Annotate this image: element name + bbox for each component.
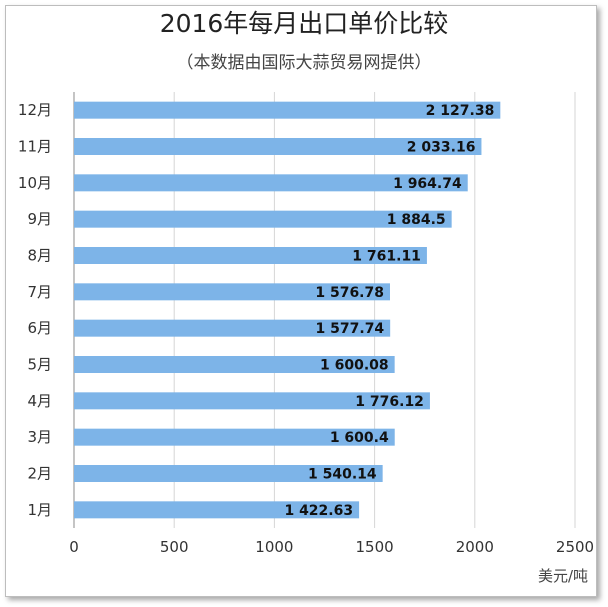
bar xyxy=(74,174,468,192)
bar xyxy=(74,465,383,482)
category-label: 2月 xyxy=(27,465,52,483)
bar xyxy=(74,428,395,446)
bar xyxy=(74,247,427,264)
category-label: 3月 xyxy=(27,428,52,446)
value-label: 1 964.74 xyxy=(393,176,462,192)
value-label: 1 577.74 xyxy=(316,321,385,337)
chart-title: 2016年每月出口单价比较 xyxy=(159,9,449,38)
bar xyxy=(74,210,452,228)
value-label: 1 761.11 xyxy=(352,249,421,265)
x-tick-label: 500 xyxy=(160,538,189,556)
value-label: 1 600.08 xyxy=(320,358,389,374)
value-label: 1 540.14 xyxy=(308,467,377,483)
category-label: 11月 xyxy=(18,138,52,156)
bar xyxy=(74,319,391,337)
category-label: 5月 xyxy=(27,356,52,374)
value-label: 1 422.63 xyxy=(284,503,353,519)
x-tick-label: 2500 xyxy=(556,538,594,556)
bar xyxy=(74,356,395,373)
category-label: 12月 xyxy=(18,101,52,119)
category-label: 10月 xyxy=(18,174,52,192)
x-tick-label: 1500 xyxy=(356,538,394,556)
value-label: 2 127.38 xyxy=(426,103,495,119)
x-tick-label: 1000 xyxy=(255,538,293,556)
value-label: 1 576.78 xyxy=(315,285,384,301)
bar xyxy=(74,283,390,301)
x-tick-label: 0 xyxy=(69,538,79,556)
bar xyxy=(74,501,360,519)
category-label: 6月 xyxy=(27,319,52,337)
category-label: 7月 xyxy=(27,283,52,301)
x-tick-label: 2000 xyxy=(456,538,494,556)
category-label: 8月 xyxy=(27,247,52,265)
bar xyxy=(74,101,501,119)
category-label: 1月 xyxy=(27,501,52,519)
category-label: 4月 xyxy=(27,392,52,410)
bar xyxy=(74,392,430,410)
value-label: 1 600.4 xyxy=(330,430,389,446)
value-label: 2 033.16 xyxy=(407,140,476,156)
chart-subtitle: （本数据由国际大蒜贸易网提供） xyxy=(176,53,432,73)
unit-label: 美元/吨 xyxy=(538,567,588,585)
value-label: 1 884.5 xyxy=(387,212,446,228)
bar xyxy=(74,138,482,155)
value-label: 1 776.12 xyxy=(355,394,424,410)
category-label: 9月 xyxy=(27,210,52,228)
